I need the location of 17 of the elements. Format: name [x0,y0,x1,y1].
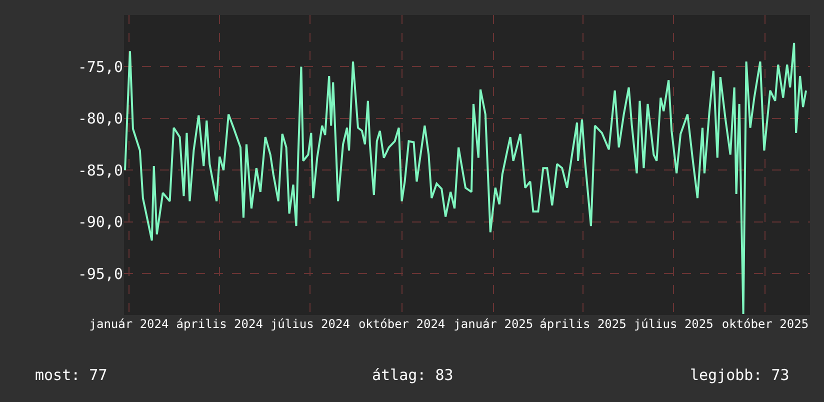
y-tick-label: -80,0 [78,110,123,128]
text: most: 77 [35,366,108,384]
x-tick-label: április 2025 [540,317,626,331]
y-tick-label: -90,0 [78,213,123,232]
text: legjobb: 73 [690,366,790,384]
x-tick-label: április 2024 [176,317,263,331]
line-series [124,42,808,315]
x-tick-label: július 2024 [270,317,350,331]
x-tick-label: október 2024 [358,317,446,331]
x-tick-label: január 2024 [89,317,169,331]
y-tick-label: -95,0 [78,264,123,283]
x-tick-label: január 2025 [454,317,534,331]
x-tick-label: július 2025 [634,317,714,331]
y-tick-label: -75,0 [78,58,123,76]
x-tick-label: október 2025 [722,317,809,331]
text: átlag: 83 [372,366,454,384]
y-tick-label: -85,0 [78,161,123,180]
